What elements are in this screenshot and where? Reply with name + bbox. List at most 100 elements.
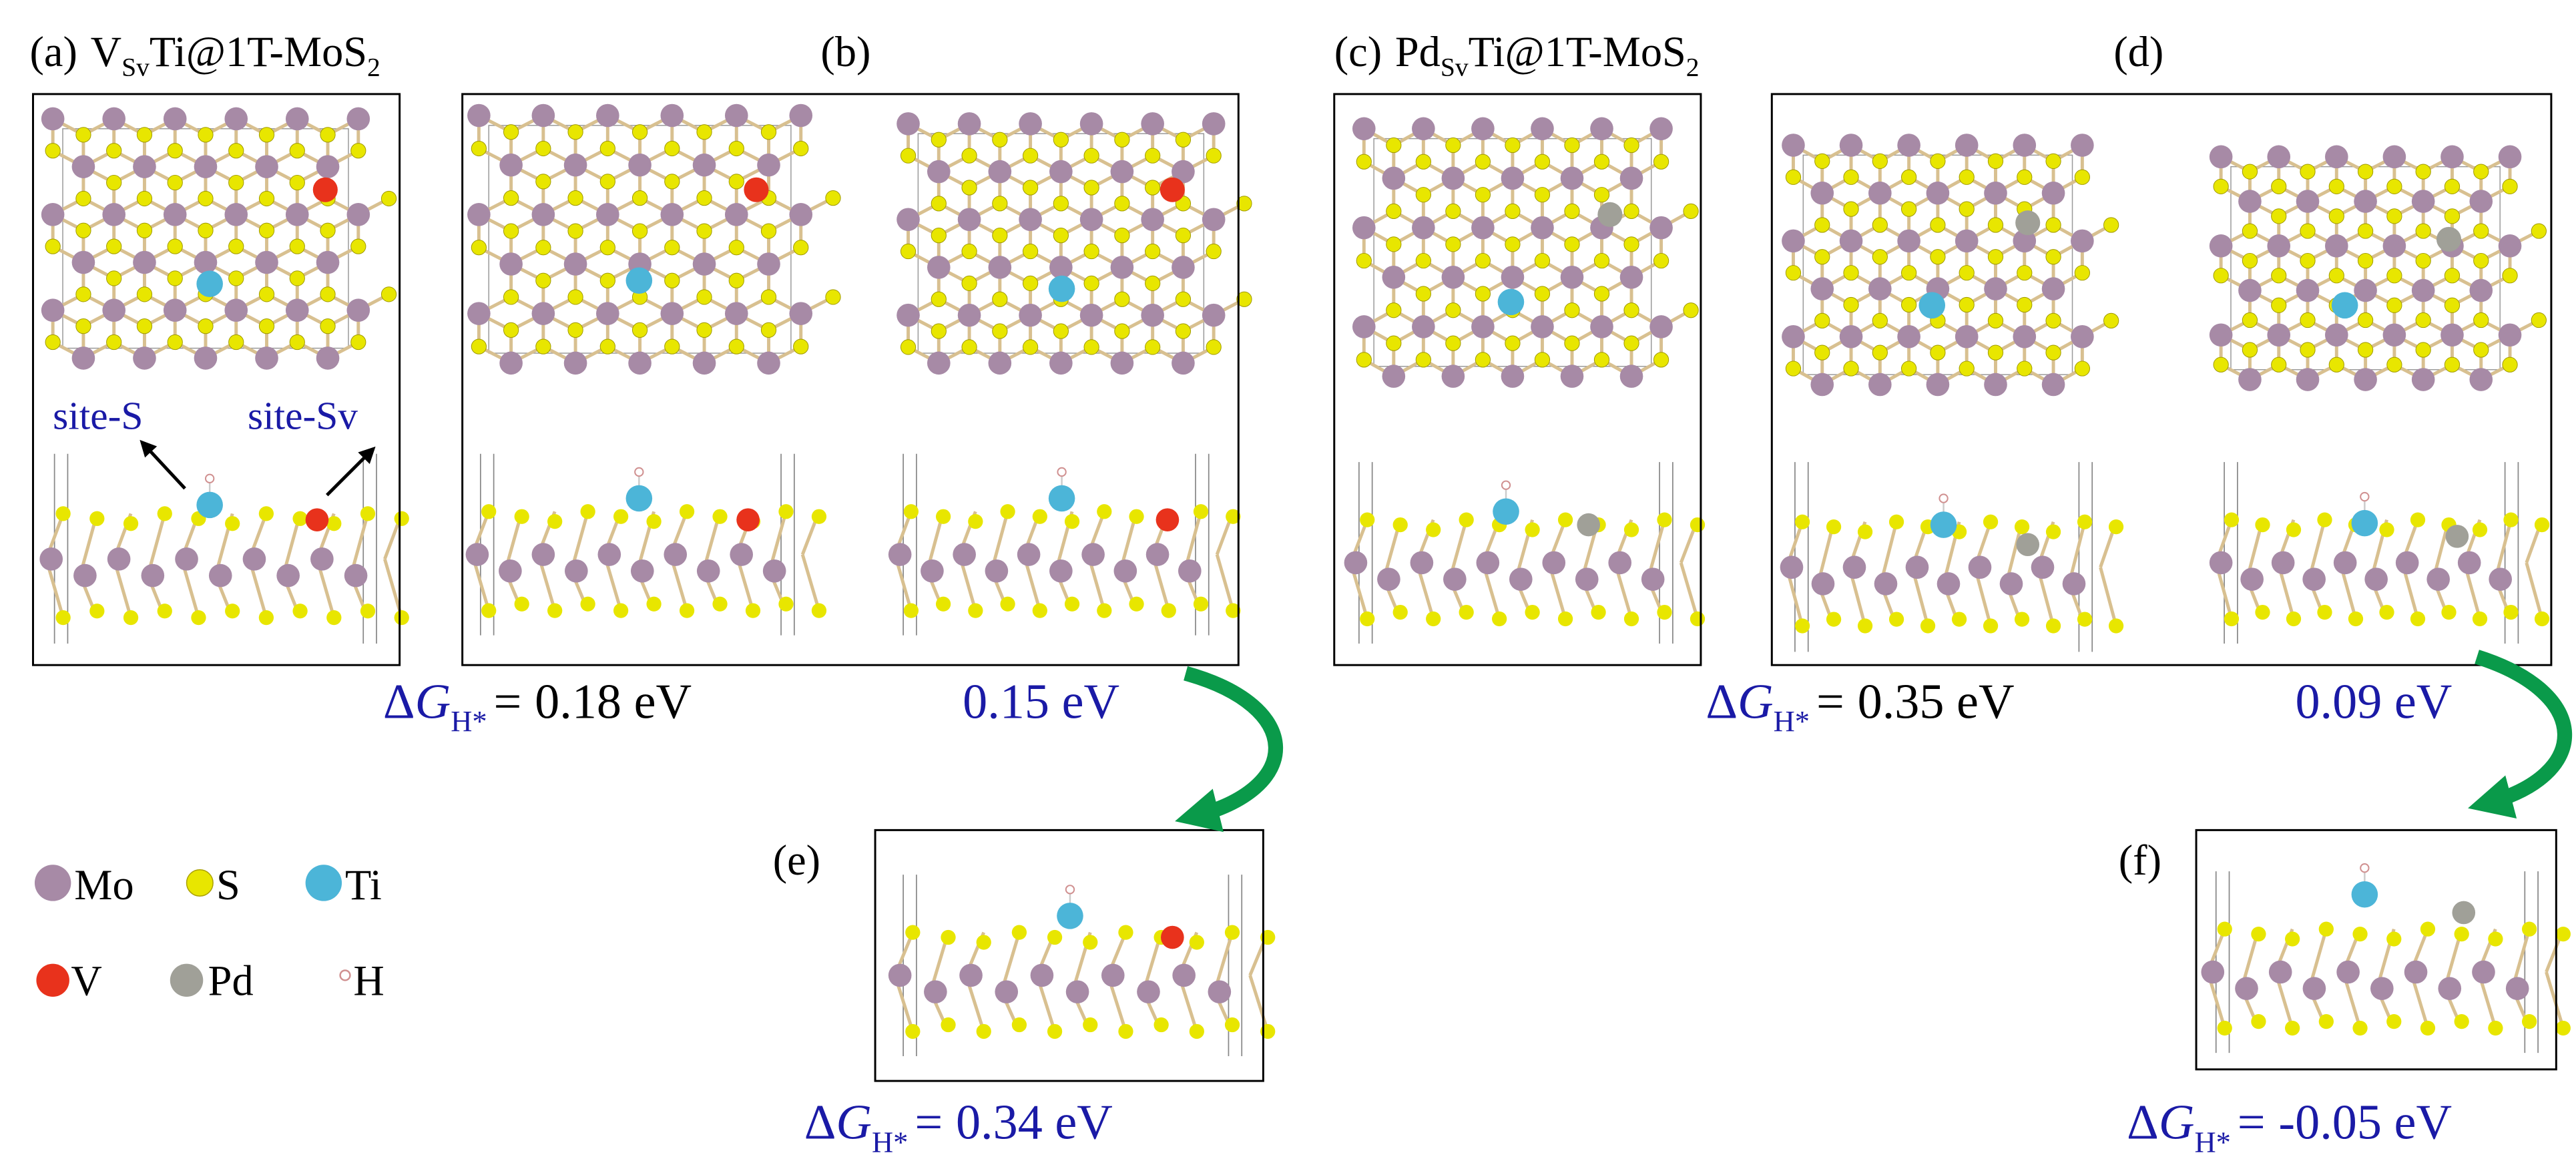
atom-mo — [988, 256, 1012, 279]
atom-s — [123, 610, 139, 626]
site-label: site-S — [53, 394, 143, 438]
atom-s — [567, 190, 583, 206]
atom-s — [1118, 1023, 1133, 1039]
atom-mo — [1172, 351, 1195, 375]
atom-mo — [1110, 256, 1134, 279]
atom-mo — [927, 160, 951, 184]
atom-s — [2415, 252, 2431, 269]
atom-mo — [1113, 559, 1137, 583]
atom-mo — [1471, 117, 1495, 141]
atom-s — [1206, 243, 1222, 260]
atom-s — [1534, 252, 1551, 269]
atom-mo — [1079, 112, 1103, 136]
atom-s — [1872, 249, 1888, 265]
atom-s — [320, 222, 336, 238]
atom-s — [1959, 361, 1975, 377]
atom-s — [2386, 931, 2402, 947]
atom-mo — [467, 103, 491, 128]
energy-b2: 0.15 eV — [963, 674, 1119, 729]
atom-mo — [175, 547, 198, 571]
atom-s — [1459, 512, 1474, 527]
atom-s — [2242, 342, 2258, 358]
atom-s — [599, 174, 615, 190]
atom-mo — [346, 107, 370, 131]
atom-s — [55, 506, 71, 521]
atom-mo — [1955, 134, 1979, 157]
atom-s — [646, 514, 662, 529]
atom-mo — [2201, 960, 2225, 984]
atom-s — [1900, 201, 1917, 217]
atom-mo — [255, 250, 278, 274]
atom-s — [2045, 524, 2061, 539]
atom-mo — [465, 543, 489, 566]
transition-arrow — [2468, 650, 2573, 818]
atom-s — [2251, 926, 2266, 942]
bond — [1248, 975, 1270, 1032]
atom-s — [1534, 286, 1551, 302]
atom-mo — [1141, 112, 1164, 136]
site-arrow — [326, 446, 376, 497]
atom-s — [1657, 604, 1672, 620]
atom-s — [1900, 296, 1917, 313]
atom-s — [2472, 611, 2488, 627]
atom-s — [228, 334, 244, 350]
atom-mo — [1101, 963, 1125, 987]
atom-s — [503, 289, 519, 305]
atom-s — [198, 222, 214, 238]
atom-mo — [133, 250, 156, 274]
atom-s — [1930, 217, 1946, 233]
atom-mo — [133, 155, 156, 178]
atom-s — [1386, 335, 1402, 351]
atom-s — [2300, 223, 2316, 239]
atom-s — [2534, 611, 2550, 627]
frame-a — [31, 93, 401, 666]
atom-mo — [102, 298, 126, 322]
atom-s — [1843, 296, 1859, 313]
atom-s — [2415, 164, 2431, 180]
atom-s — [1083, 243, 1099, 260]
atom-s — [106, 174, 122, 191]
atom-mo — [1141, 208, 1164, 232]
atom-s — [712, 509, 728, 524]
atom-s — [1224, 1017, 1240, 1033]
atom-mo — [1839, 134, 1863, 157]
atom-s — [1083, 180, 1099, 196]
atom-mo — [2238, 368, 2262, 391]
atom-s — [728, 240, 744, 256]
atom-s — [320, 318, 336, 334]
atom-s — [2300, 342, 2316, 358]
atom-mo — [563, 153, 587, 177]
atom-s — [664, 140, 680, 157]
atom-s — [136, 127, 153, 143]
atom-s — [1118, 925, 1133, 940]
legend-label: Ti — [345, 861, 382, 909]
atom-s — [2441, 604, 2457, 620]
atom-mo — [927, 256, 951, 279]
atom-s — [514, 596, 529, 612]
atom-mo — [316, 250, 340, 274]
atom-ti — [625, 267, 653, 294]
atom-h — [2360, 863, 2370, 873]
atom-mo — [1501, 265, 1525, 289]
atom-s — [1083, 148, 1099, 164]
atom-s — [2317, 512, 2332, 527]
legend-swatch — [339, 969, 351, 981]
atom-s — [45, 143, 61, 159]
atom-mo — [757, 351, 780, 375]
atom-s — [350, 334, 366, 350]
atom-s — [1794, 514, 1810, 529]
atom-mo — [2457, 551, 2481, 575]
atom-s — [1356, 154, 1372, 170]
atom-s — [905, 925, 921, 940]
atom-s — [935, 596, 951, 612]
atom-s — [1053, 323, 1069, 339]
atom-mo — [1575, 567, 1599, 591]
atom-mo — [316, 155, 340, 178]
atom-s — [1888, 514, 1904, 529]
atom-mo — [2469, 190, 2493, 213]
atom-s — [228, 143, 244, 159]
atom-mo — [2336, 960, 2360, 984]
atom-s — [2444, 268, 2461, 284]
atom-mo — [1049, 559, 1073, 583]
atom-s — [968, 603, 983, 618]
